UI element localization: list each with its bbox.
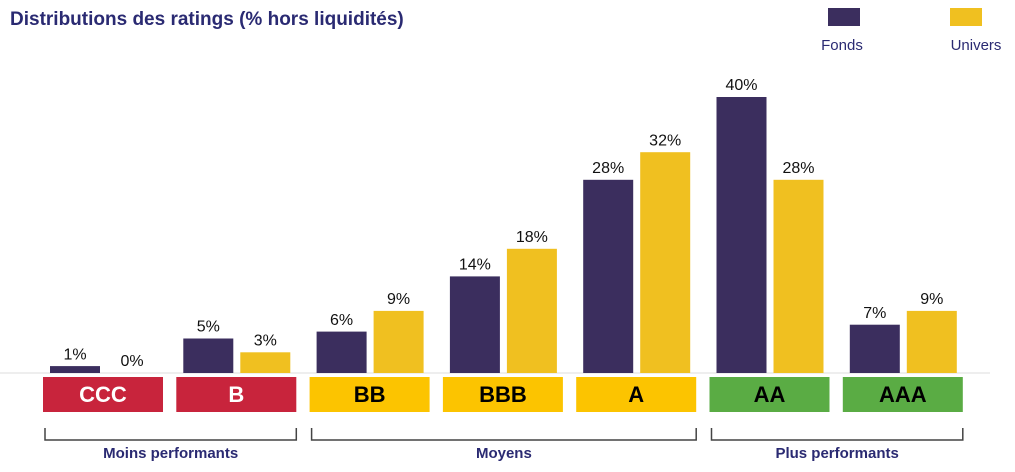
value-label: 0% xyxy=(120,353,143,370)
bar xyxy=(640,152,691,373)
category-box xyxy=(709,377,830,412)
bar xyxy=(506,248,557,373)
category-label: AAA xyxy=(879,382,927,407)
group-label: Plus performants xyxy=(775,445,898,462)
group-label: Moins performants xyxy=(103,445,238,462)
value-label: 9% xyxy=(387,291,410,308)
bar xyxy=(449,276,500,373)
bar xyxy=(183,338,234,373)
value-label: 18% xyxy=(516,229,548,246)
value-label: 1% xyxy=(63,346,86,363)
legend-swatch xyxy=(950,8,982,26)
value-label: 5% xyxy=(197,319,220,336)
group-bracket xyxy=(310,428,697,441)
category-box xyxy=(309,377,430,412)
value-label: 40% xyxy=(725,77,757,94)
group-bracket xyxy=(710,428,964,441)
chart-title: Distributions des ratings (% hors liquid… xyxy=(10,9,404,30)
category-box xyxy=(43,377,163,412)
category-label: CCC xyxy=(79,382,127,407)
bar xyxy=(316,331,367,373)
group-label: Moyens xyxy=(476,445,532,462)
value-label: 28% xyxy=(592,160,624,177)
legend-swatch xyxy=(828,8,860,26)
category-label: B xyxy=(228,382,244,407)
category-label: BB xyxy=(354,382,386,407)
category-label: A xyxy=(628,382,644,407)
category-box xyxy=(442,377,563,412)
bar xyxy=(773,179,824,373)
value-label: 28% xyxy=(782,160,814,177)
value-label: 6% xyxy=(330,312,353,329)
category-box xyxy=(576,377,697,412)
value-label: 3% xyxy=(254,333,277,350)
bar xyxy=(906,310,957,373)
group-bracket xyxy=(44,428,298,441)
value-label: 7% xyxy=(863,305,886,322)
category-box xyxy=(176,377,297,412)
value-label: 32% xyxy=(649,132,681,149)
category-label: AA xyxy=(754,382,786,407)
bar xyxy=(240,352,291,373)
legend-label: Univers xyxy=(951,37,1002,54)
bar xyxy=(716,97,767,373)
category-label: BBB xyxy=(479,382,527,407)
category-box xyxy=(842,377,963,412)
bar xyxy=(50,366,100,373)
legend-label: Fonds xyxy=(821,37,863,54)
bar xyxy=(373,310,424,373)
bar xyxy=(849,324,900,373)
bar xyxy=(583,179,634,373)
value-label: 14% xyxy=(459,257,491,274)
value-label: 9% xyxy=(920,291,943,308)
